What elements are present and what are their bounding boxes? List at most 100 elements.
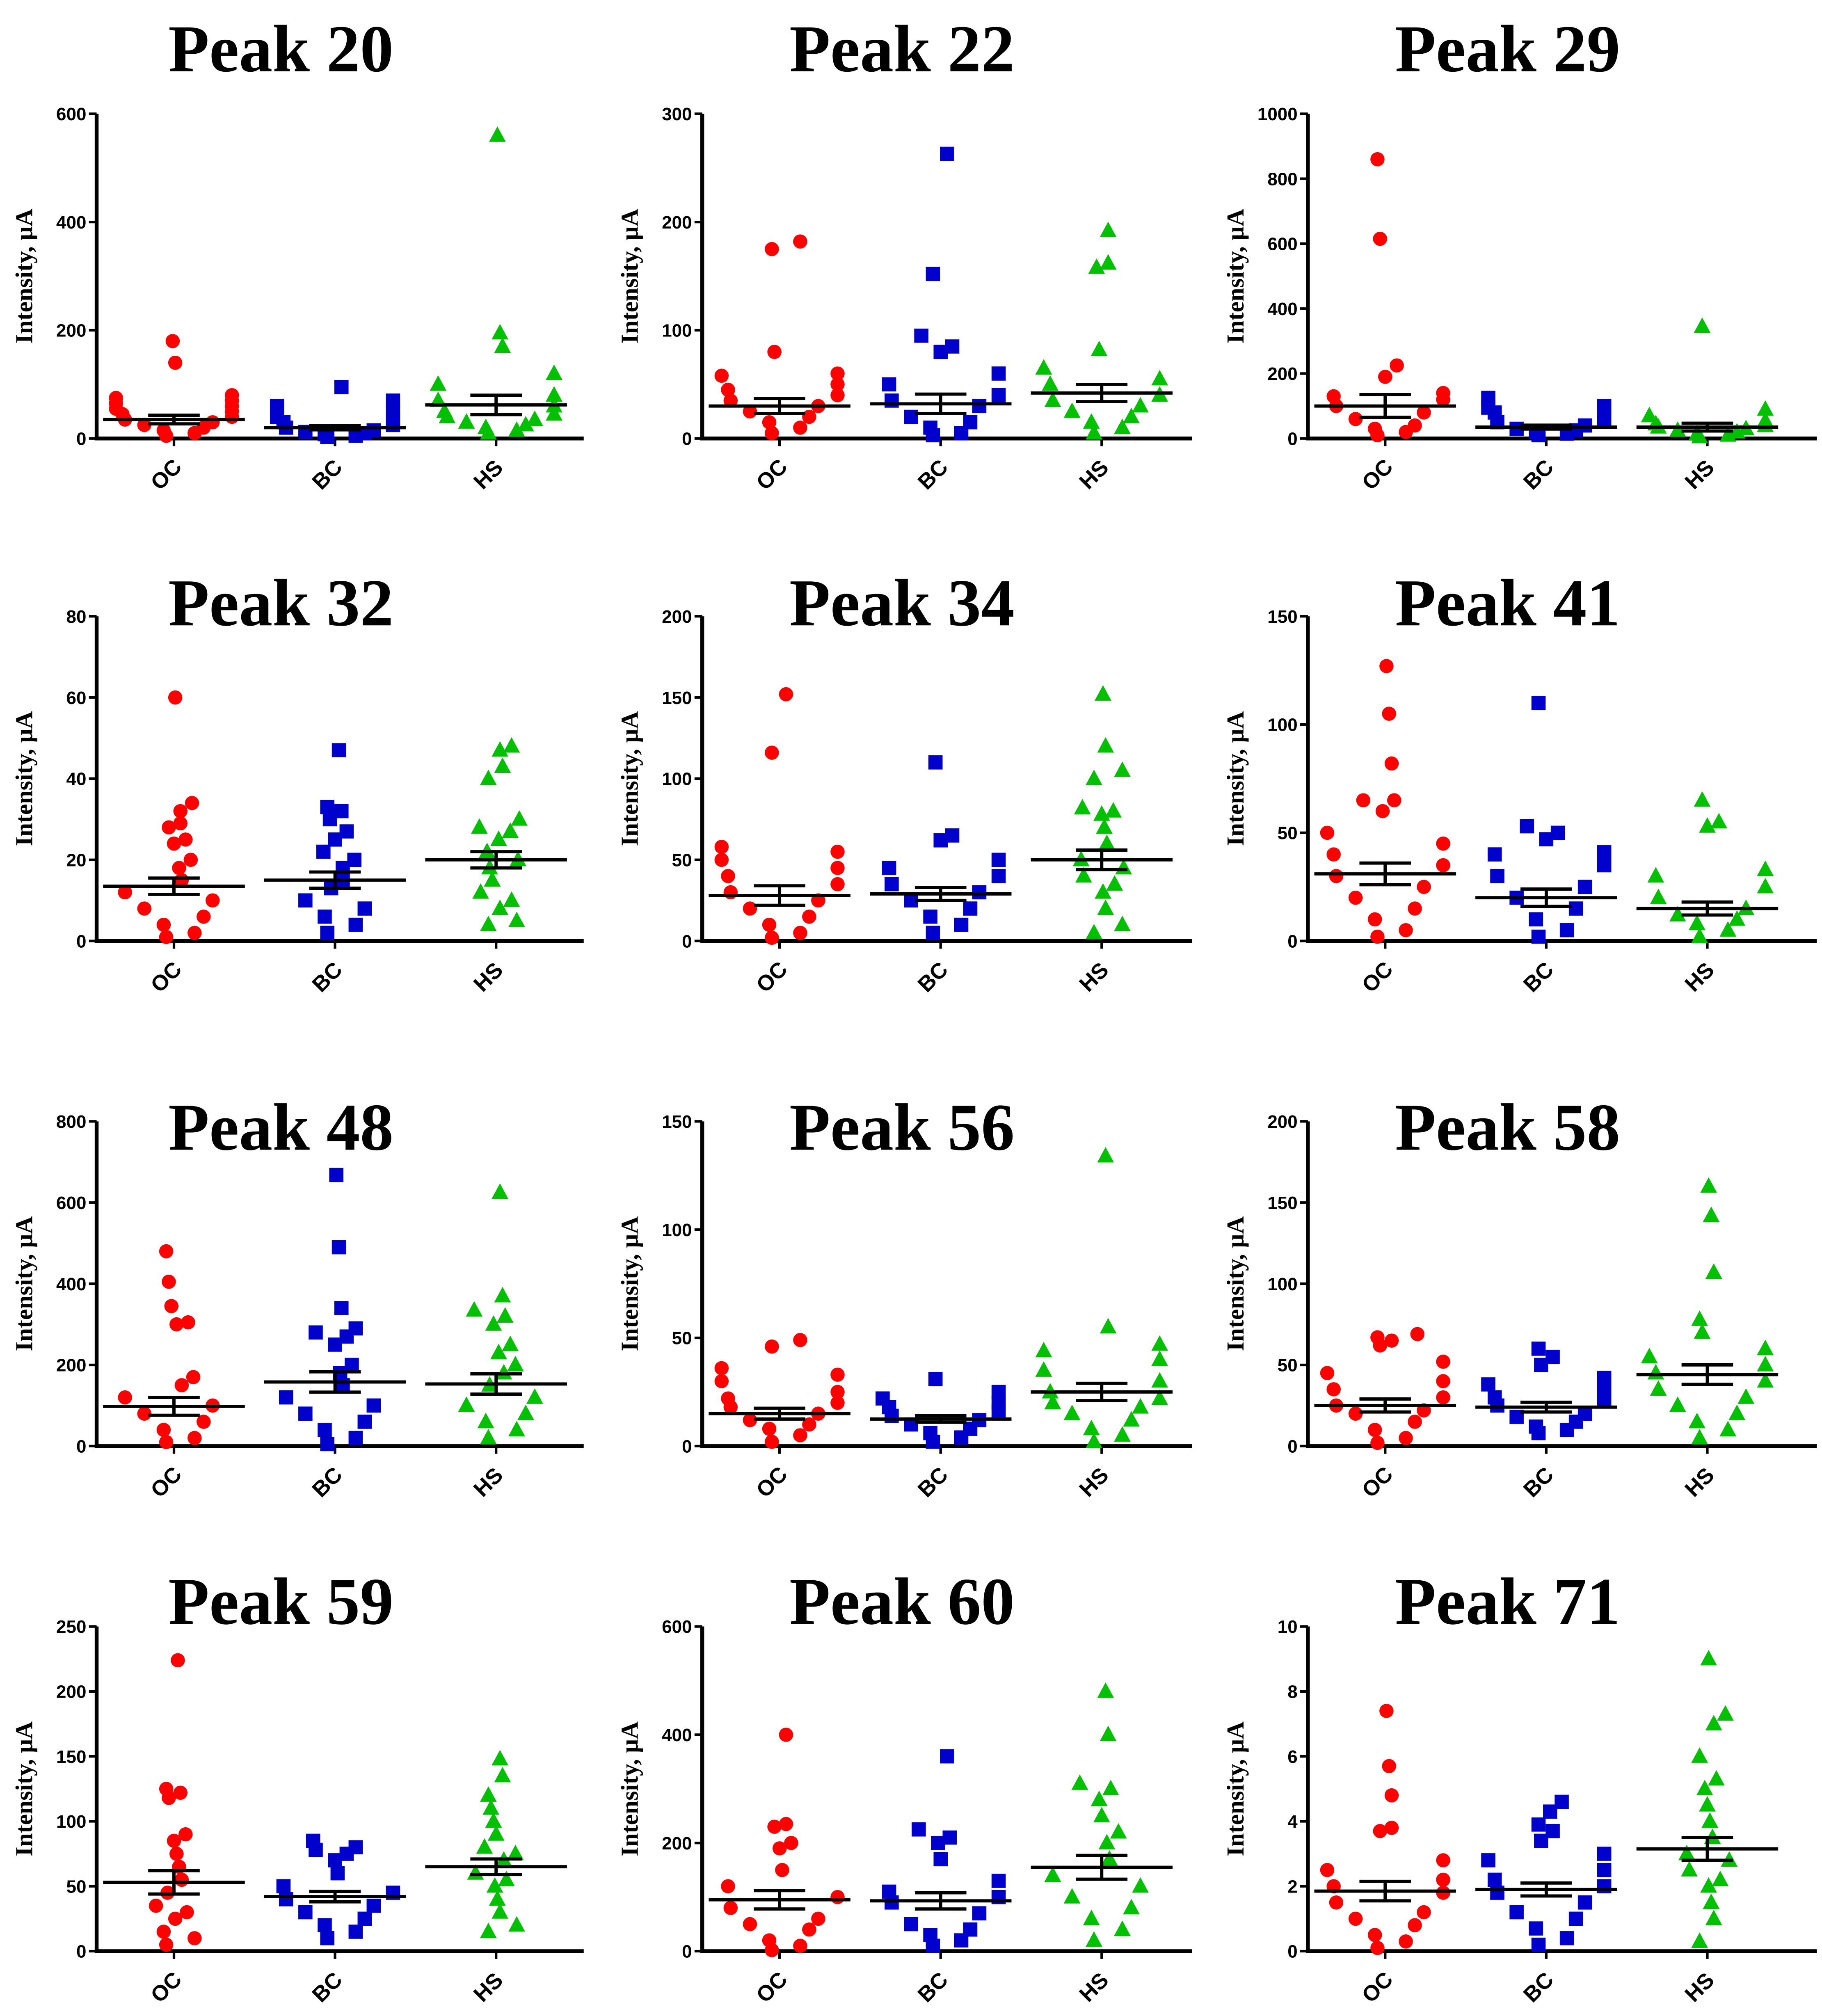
data-point-triangle: [1083, 1419, 1100, 1435]
y-tick-label: 100: [56, 1812, 86, 1832]
data-point-circle: [171, 1653, 185, 1668]
data-point-circle: [793, 1428, 807, 1442]
data-point-triangle: [490, 1344, 507, 1360]
data-point-square: [912, 1822, 926, 1837]
data-point-square: [1545, 1349, 1560, 1364]
x-tick-label: BC: [1519, 958, 1558, 997]
y-tick-label: 200: [1267, 364, 1297, 384]
data-point-circle: [1436, 1872, 1450, 1887]
data-point-triangle: [495, 1364, 512, 1380]
data-point-circle: [779, 1817, 793, 1831]
data-point-circle: [765, 1435, 779, 1449]
x-tick-label: BC: [308, 1463, 347, 1502]
data-point-square: [347, 853, 361, 867]
y-tick-label: 0: [76, 1437, 86, 1457]
chart-title: Peak 41: [1395, 566, 1620, 640]
data-point-triangle: [471, 818, 488, 834]
data-point-square: [933, 1852, 948, 1867]
data-point-circle: [775, 1863, 789, 1877]
data-point-circle: [1348, 1911, 1363, 1926]
data-point-triangle: [1712, 1870, 1729, 1886]
data-point-circle: [1408, 1918, 1422, 1932]
data-point-triangle: [1035, 1361, 1052, 1377]
data-point-triangle: [1132, 1398, 1149, 1414]
data-point-circle: [1348, 412, 1363, 426]
data-point-circle: [762, 415, 777, 430]
x-tick-label: OC: [146, 455, 186, 495]
data-point-square: [1545, 1824, 1560, 1838]
data-point-circle: [1387, 793, 1401, 807]
y-tick-label: 400: [662, 1725, 692, 1745]
data-point-circle: [721, 1391, 735, 1406]
data-point-square: [928, 755, 943, 770]
data-point-square: [366, 1398, 381, 1413]
data-point-circle: [164, 1299, 178, 1313]
data-point-triangle: [1095, 883, 1111, 899]
data-point-square: [1568, 1911, 1583, 1926]
chart-title: Peak 71: [1395, 1564, 1620, 1639]
data-point-square: [298, 893, 313, 908]
data-point-triangle: [1110, 1823, 1127, 1839]
data-point-triangle: [511, 810, 528, 826]
data-point-triangle: [1151, 370, 1168, 386]
data-point-triangle: [517, 1404, 534, 1420]
data-point-triangle: [1100, 1318, 1117, 1334]
y-axis-label: Intensity, μA: [616, 1216, 643, 1351]
data-point-triangle: [1105, 802, 1122, 818]
y-tick-label: 300: [662, 104, 692, 124]
data-point-square: [972, 885, 987, 900]
data-point-circle: [178, 1827, 193, 1842]
data-point-triangle: [1097, 899, 1114, 915]
y-tick-label: 150: [1267, 1193, 1297, 1213]
data-point-circle: [205, 415, 220, 430]
data-point-square: [357, 1415, 372, 1429]
x-tick-label: BC: [1519, 1968, 1558, 2007]
data-point-triangle: [1650, 1380, 1667, 1396]
data-point-circle: [802, 910, 816, 924]
data-point-triangle: [1063, 1404, 1081, 1420]
data-point-triangle: [489, 1890, 506, 1906]
data-point-square: [336, 1378, 350, 1392]
x-tick-label: BC: [308, 1968, 347, 2007]
data-point-triangle: [508, 912, 525, 927]
data-point-triangle: [1114, 1426, 1131, 1442]
data-point-triangle: [1719, 921, 1737, 937]
data-point-circle: [1436, 858, 1450, 873]
data-point-square: [1529, 1419, 1543, 1434]
data-point-circle: [1436, 1374, 1450, 1388]
y-axis-label: Intensity, μA: [11, 1216, 38, 1351]
data-point-triangle: [436, 402, 453, 418]
data-point-square: [316, 844, 331, 859]
x-tick-label: HS: [1680, 1463, 1719, 1502]
data-point-square: [320, 1437, 335, 1451]
data-point-circle: [1367, 421, 1382, 436]
data-point-triangle: [492, 899, 509, 915]
data-point-triangle: [1102, 1780, 1119, 1795]
data-point-circle: [1329, 1895, 1344, 1910]
data-point-circle: [830, 877, 845, 891]
data-point-triangle: [1114, 1920, 1131, 1936]
data-point-circle: [765, 1339, 779, 1354]
data-point-triangle: [1757, 878, 1774, 894]
y-tick-label: 0: [76, 429, 86, 449]
y-axis-label: Intensity, μA: [616, 1721, 643, 1856]
chart-title: Peak 29: [1395, 12, 1620, 86]
data-point-triangle: [486, 1877, 503, 1893]
data-point-circle: [180, 1905, 194, 1920]
x-tick-label: HS: [1680, 958, 1719, 997]
data-point-circle: [830, 844, 845, 859]
x-tick-label: HS: [1075, 958, 1113, 997]
data-point-circle: [762, 1422, 777, 1436]
data-point-triangle: [1098, 1834, 1116, 1849]
y-tick-label: 0: [76, 931, 86, 951]
data-point-triangle: [1101, 1850, 1118, 1866]
data-point-square: [270, 399, 284, 413]
data-point-triangle: [1044, 1394, 1061, 1410]
y-tick-label: 100: [1267, 1274, 1297, 1294]
chart-panel: Peak 48 0 200 400 600 800 Intensity, μA OC BC HS: [11, 1090, 584, 1502]
data-point-circle: [714, 368, 729, 383]
data-point-square: [1520, 819, 1534, 834]
y-axis-label: Intensity, μA: [1222, 711, 1249, 846]
data-point-triangle: [494, 757, 511, 773]
data-point-triangle: [1688, 914, 1705, 930]
